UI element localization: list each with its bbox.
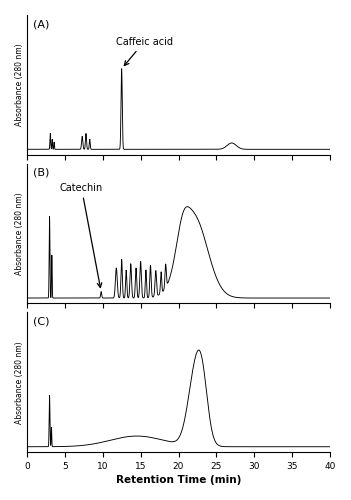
Text: Catechin: Catechin xyxy=(60,182,103,288)
Text: Caffeic acid: Caffeic acid xyxy=(116,36,173,66)
Text: (B): (B) xyxy=(33,168,49,178)
Text: (A): (A) xyxy=(33,19,49,29)
Y-axis label: Absorbance (280 nm): Absorbance (280 nm) xyxy=(15,341,24,423)
Text: (C): (C) xyxy=(33,316,49,326)
Y-axis label: Absorbance (280 nm): Absorbance (280 nm) xyxy=(15,192,24,275)
X-axis label: Retention Time (min): Retention Time (min) xyxy=(116,475,241,485)
Y-axis label: Absorbance (280 nm): Absorbance (280 nm) xyxy=(15,44,24,126)
